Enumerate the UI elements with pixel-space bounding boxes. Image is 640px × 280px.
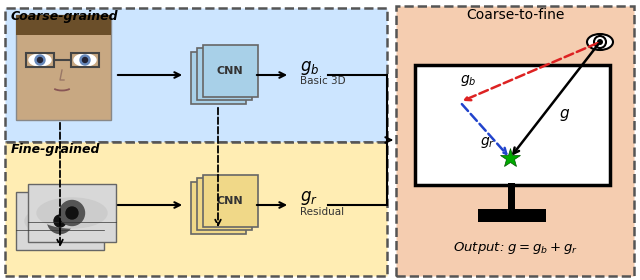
Text: $g$: $g$ xyxy=(559,107,570,123)
Text: Residual: Residual xyxy=(300,207,344,217)
Bar xyxy=(16,15,111,120)
Ellipse shape xyxy=(587,34,613,50)
Bar xyxy=(415,65,610,185)
Ellipse shape xyxy=(47,209,72,234)
Ellipse shape xyxy=(38,57,42,62)
Bar xyxy=(16,15,111,35)
Bar xyxy=(478,209,546,222)
Bar xyxy=(196,48,252,101)
Text: Fine-grained: Fine-grained xyxy=(11,143,100,156)
Text: CNN: CNN xyxy=(217,66,243,76)
Bar xyxy=(196,178,252,230)
Bar xyxy=(191,52,246,104)
Text: Basic 3D: Basic 3D xyxy=(300,76,346,86)
Text: Coarse-grained: Coarse-grained xyxy=(11,10,118,23)
Ellipse shape xyxy=(597,39,603,45)
Bar xyxy=(191,182,246,234)
Bar xyxy=(5,142,387,276)
Text: $g_r$: $g_r$ xyxy=(481,135,495,150)
Bar xyxy=(396,6,634,276)
Text: $g_r$: $g_r$ xyxy=(300,189,318,207)
Ellipse shape xyxy=(60,200,84,225)
Text: Output: $g = g_b + g_r$: Output: $g = g_b + g_r$ xyxy=(452,240,577,256)
Ellipse shape xyxy=(29,54,51,66)
Bar xyxy=(71,53,99,67)
Ellipse shape xyxy=(83,57,88,62)
Ellipse shape xyxy=(25,206,95,236)
Bar xyxy=(5,8,387,142)
Ellipse shape xyxy=(35,55,45,65)
Ellipse shape xyxy=(37,198,107,228)
Bar xyxy=(16,192,104,250)
Text: $g_b$: $g_b$ xyxy=(300,59,319,77)
Ellipse shape xyxy=(80,55,90,65)
Ellipse shape xyxy=(74,54,96,66)
Bar xyxy=(26,53,54,67)
Bar xyxy=(28,184,116,242)
Text: CNN: CNN xyxy=(217,196,243,206)
Bar xyxy=(202,175,257,227)
Bar xyxy=(508,183,515,210)
Ellipse shape xyxy=(66,207,78,219)
Text: $g_b$: $g_b$ xyxy=(460,73,476,88)
Ellipse shape xyxy=(54,215,66,227)
Text: Coarse-to-fine: Coarse-to-fine xyxy=(466,8,564,22)
Ellipse shape xyxy=(594,36,606,48)
Bar xyxy=(202,45,257,97)
